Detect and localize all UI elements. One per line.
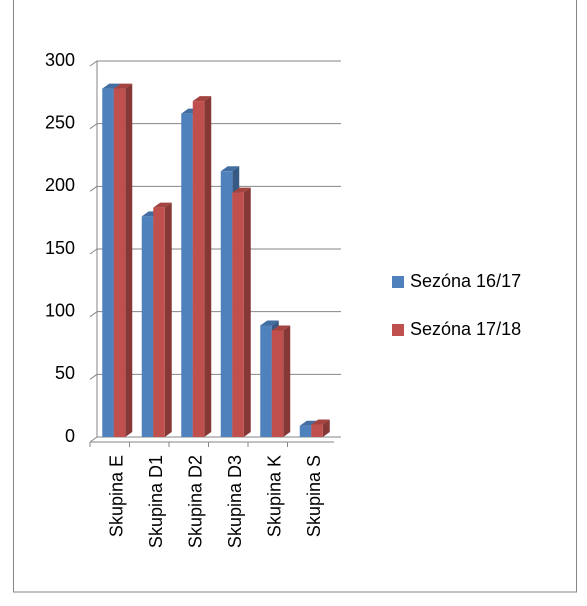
bar-front <box>153 207 165 437</box>
y-tick-label: 200 <box>45 175 75 195</box>
bar-top <box>311 419 330 425</box>
x-tick-label: Skupina K <box>265 455 285 537</box>
bar-top <box>299 420 319 426</box>
bar <box>271 325 291 437</box>
bar-top <box>260 320 279 326</box>
bar-side <box>283 325 291 437</box>
grid-line-depth <box>89 60 98 67</box>
grid-line-depth <box>89 185 98 192</box>
bar-top <box>102 83 121 89</box>
bar-top <box>232 187 251 193</box>
grid-line-depth <box>89 311 98 318</box>
bar-front <box>220 171 233 437</box>
bar <box>113 83 133 437</box>
x-tick-label: Skupina S <box>304 455 324 537</box>
x-tick-label: Skupina D2 <box>186 455 206 548</box>
y-tick-label: 0 <box>65 426 75 446</box>
x-tick-label: Skupina E <box>107 455 127 537</box>
bar-front <box>181 113 193 437</box>
bar <box>153 202 172 437</box>
bar-front <box>299 425 312 437</box>
bar-front <box>311 424 323 437</box>
legend-label: Sezóna 17/18 <box>410 319 521 339</box>
bar-front <box>141 216 154 437</box>
grid-line-depth <box>89 373 98 380</box>
bar <box>311 419 330 437</box>
grid-line-depth <box>89 436 98 443</box>
chart-border <box>13 0 577 593</box>
legend-swatch <box>392 324 404 336</box>
bar-side <box>243 187 251 437</box>
bar-side <box>204 96 212 438</box>
y-tick-label: 250 <box>45 112 75 132</box>
bar-top <box>271 325 291 331</box>
bar-front <box>113 88 126 437</box>
bar-side <box>125 83 133 437</box>
y-tick-label: 100 <box>45 300 75 320</box>
bar-top <box>220 166 240 172</box>
x-tick-label: Skupina D1 <box>146 455 166 548</box>
y-tick-label: 300 <box>45 50 75 70</box>
y-tick-label: 50 <box>55 363 75 383</box>
bar-side <box>322 419 330 437</box>
y-tick-label: 150 <box>45 238 75 258</box>
grid-line-depth <box>89 248 98 255</box>
bar-top <box>113 83 133 89</box>
bar-front <box>260 325 272 437</box>
x-tick-label: Skupina D3 <box>225 455 245 548</box>
bar <box>192 96 212 438</box>
bar-front <box>102 88 114 437</box>
legend-swatch <box>392 276 404 288</box>
legend-label: Sezóna 16/17 <box>410 271 521 291</box>
bar-front <box>271 330 284 437</box>
bar-front <box>232 192 244 437</box>
bar-side <box>164 202 172 437</box>
bar <box>232 187 251 437</box>
bar-front <box>192 101 205 438</box>
grid-line-depth <box>89 123 98 130</box>
bar-top <box>153 202 172 208</box>
bar-top <box>192 96 212 102</box>
